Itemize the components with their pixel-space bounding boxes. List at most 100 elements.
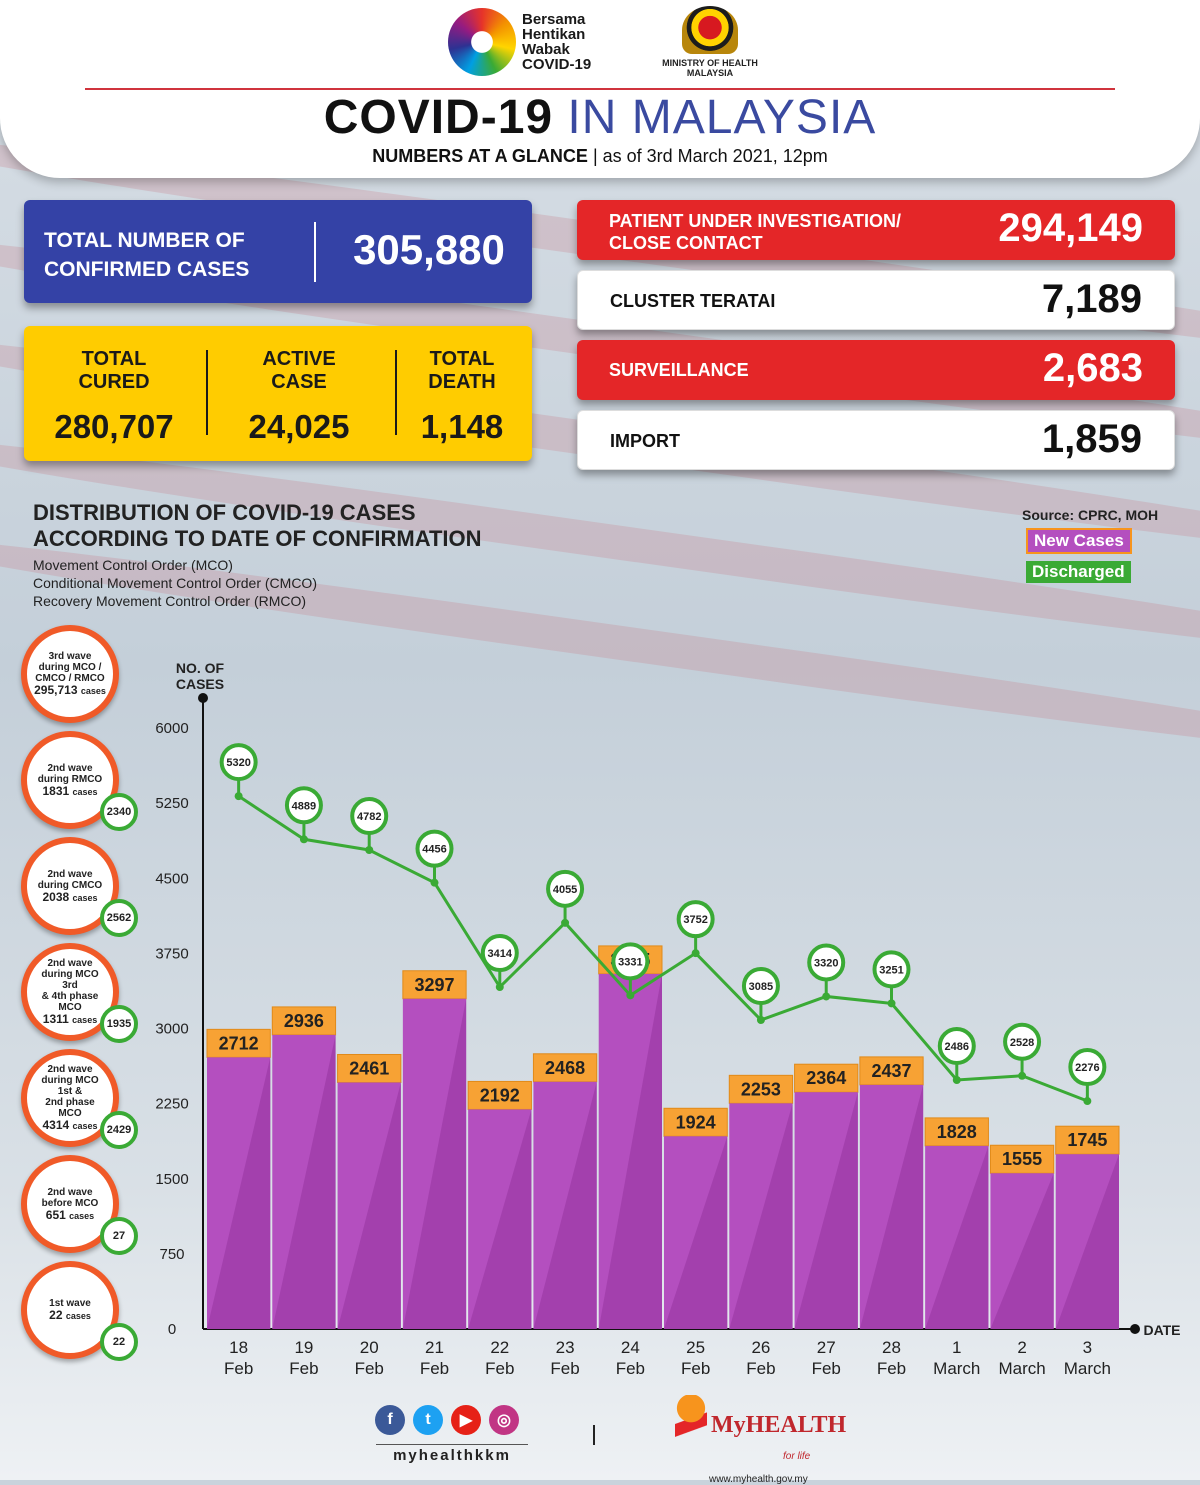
bar-cap [924,1117,989,1147]
chart-title-line2: ACCORDING TO DATE OF CONFIRMATION [33,526,482,551]
discharged-badge [1003,1022,1042,1061]
bar-shade [272,1034,336,1329]
x-tick-label: 23 [556,1338,575,1357]
subtitle-label: NUMBERS AT A GLANCE [372,146,588,166]
chart-title: DISTRIBUTION OF COVID-19 CASES ACCORDING… [33,500,482,552]
bar-shade [402,998,467,1329]
active-col: ACTIVE CASE 24,025 [214,348,384,446]
discharged-value-label: 3251 [879,964,903,976]
y-tick-label: 5250 [155,795,188,812]
discharged-badge [284,786,323,825]
instagram-icon[interactable]: ◎ [489,1405,519,1435]
campaign-logo: Bersama Hentikan Wabak COVID-19 [448,8,602,76]
x-tick-label: 27 [817,1338,836,1357]
youtube-icon[interactable]: ▶ [451,1405,481,1435]
discharged-badge [611,942,650,981]
discharged-badge [872,950,911,989]
x-tick-label: 22 [490,1338,509,1357]
discharged-badge [807,943,846,982]
y-tick-label: 1500 [155,1171,188,1188]
discharged-line [237,794,1088,1103]
x-tick-label: 28 [882,1338,901,1357]
confirmed-value: 305,880 [353,226,505,273]
x-tick-label: 25 [686,1338,705,1357]
title-malaysia: IN MALAYSIA [567,91,877,144]
death-col: TOTAL DEATH 1,148 [377,348,547,446]
stat-label: PATIENT UNDER INVESTIGATION/ CLOSE CONTA… [609,211,902,253]
bar-value-label: 2712 [219,1033,259,1053]
x-tick-label: Feb [224,1359,253,1378]
bar-cap [271,1006,337,1036]
chart-title-line1: DISTRIBUTION OF COVID-19 CASES [33,500,416,525]
x-tick-label: 24 [621,1338,640,1357]
discharged-value-label: 4889 [292,800,316,812]
bar-cap [728,1074,794,1104]
header-divider [85,88,1115,90]
discharged-point [430,878,439,887]
x-tick-label: March [1064,1359,1111,1378]
bar-cap [859,1056,924,1086]
note-cmco: Conditional Movement Control Order (CMCO… [33,575,317,591]
x-tick-label: Feb [355,1359,384,1378]
page-title: COVID-19 IN MALAYSIA [0,92,1200,144]
legend-discharged: Discharged [1026,561,1131,583]
subtitle: NUMBERS AT A GLANCE | as of 3rd March 20… [372,146,828,166]
wave-label: 2nd wave [47,958,93,969]
bar-value-label: 2936 [284,1011,324,1031]
stat-value: 294,149 [998,206,1143,250]
stat-pui: PATIENT UNDER INVESTIGATION/ CLOSE CONTA… [577,200,1175,260]
wave-discharged-badge: 2429 [100,1111,138,1149]
y-tick-label: 750 [159,1246,184,1263]
wave-label: 2nd phase MCO [45,1097,95,1119]
cured-value: 280,707 [54,408,174,445]
sunburst-icon [448,8,516,76]
y-tick-label: 2250 [155,1096,188,1113]
facebook-icon[interactable]: f [375,1405,405,1435]
y-tick-label: 3000 [155,1021,188,1038]
discharged-value-label: 4456 [422,844,446,856]
x-tick-label: 3 [1083,1338,1092,1357]
wave-label: 1st wave [49,1298,91,1309]
y-axis-label: CASES [176,676,224,692]
discharged-badge [350,797,389,836]
wave-count: 1831 cases [42,783,98,798]
outcome-card: TOTAL CURED 280,707 ACTIVE CASE 24,025 T… [24,326,532,461]
discharged-value-label: 2528 [1010,1037,1034,1049]
discharged-badge [676,900,715,939]
twitter-icon[interactable]: t [413,1405,443,1435]
wave-label: 2nd wave [47,1186,93,1198]
discharged-value-label: 5320 [226,757,250,769]
death-label: TOTAL DEATH [428,348,496,393]
stat-value: 7,189 [1041,277,1142,321]
confirmed-label: TOTAL NUMBER OF CONFIRMED CASES [44,229,250,281]
bar-value-label: 2192 [480,1085,520,1105]
stat-label: SURVEILLANCE [609,360,749,380]
coat-of-arms-icon [682,6,738,54]
wave-count: 1311 cases [42,1012,98,1026]
note-mco: Movement Control Order (MCO) [33,557,233,573]
bar-value-label: 1555 [1002,1149,1042,1169]
x-tick-label: Feb [746,1359,775,1378]
subtitle-date: as of 3rd March 2021, 12pm [602,146,828,166]
wave-label: before MCO [41,1197,99,1209]
discharged-point [626,991,635,1000]
discharged-badge [937,1026,976,1065]
myhealth-figure-icon [675,1395,707,1455]
y-axis-cap [198,693,208,703]
bar-value-label: 1924 [676,1112,716,1132]
stat-cluster: CLUSTER TERATAI 7,189 [577,270,1175,330]
wave-discharged-badge: 27 [100,1217,138,1255]
x-tick-label: 18 [229,1338,248,1357]
y-tick-label: 4500 [155,870,188,887]
note-rmco: Recovery Movement Control Order (RMCO) [33,593,307,609]
wave-label: during CMCO [37,879,103,891]
stat-value: 1,859 [1041,417,1142,461]
discharged-point [1018,1071,1027,1080]
bar-value-label: 2364 [806,1068,846,1088]
wave-label: CMCO / RMCO [35,673,105,684]
bar-value-label: 1745 [1067,1130,1107,1150]
active-label: ACTIVE CASE [262,348,336,393]
x-tick-label: 21 [425,1338,444,1357]
bar-shade [598,973,662,1329]
discharged-value-label: 4782 [357,811,381,823]
